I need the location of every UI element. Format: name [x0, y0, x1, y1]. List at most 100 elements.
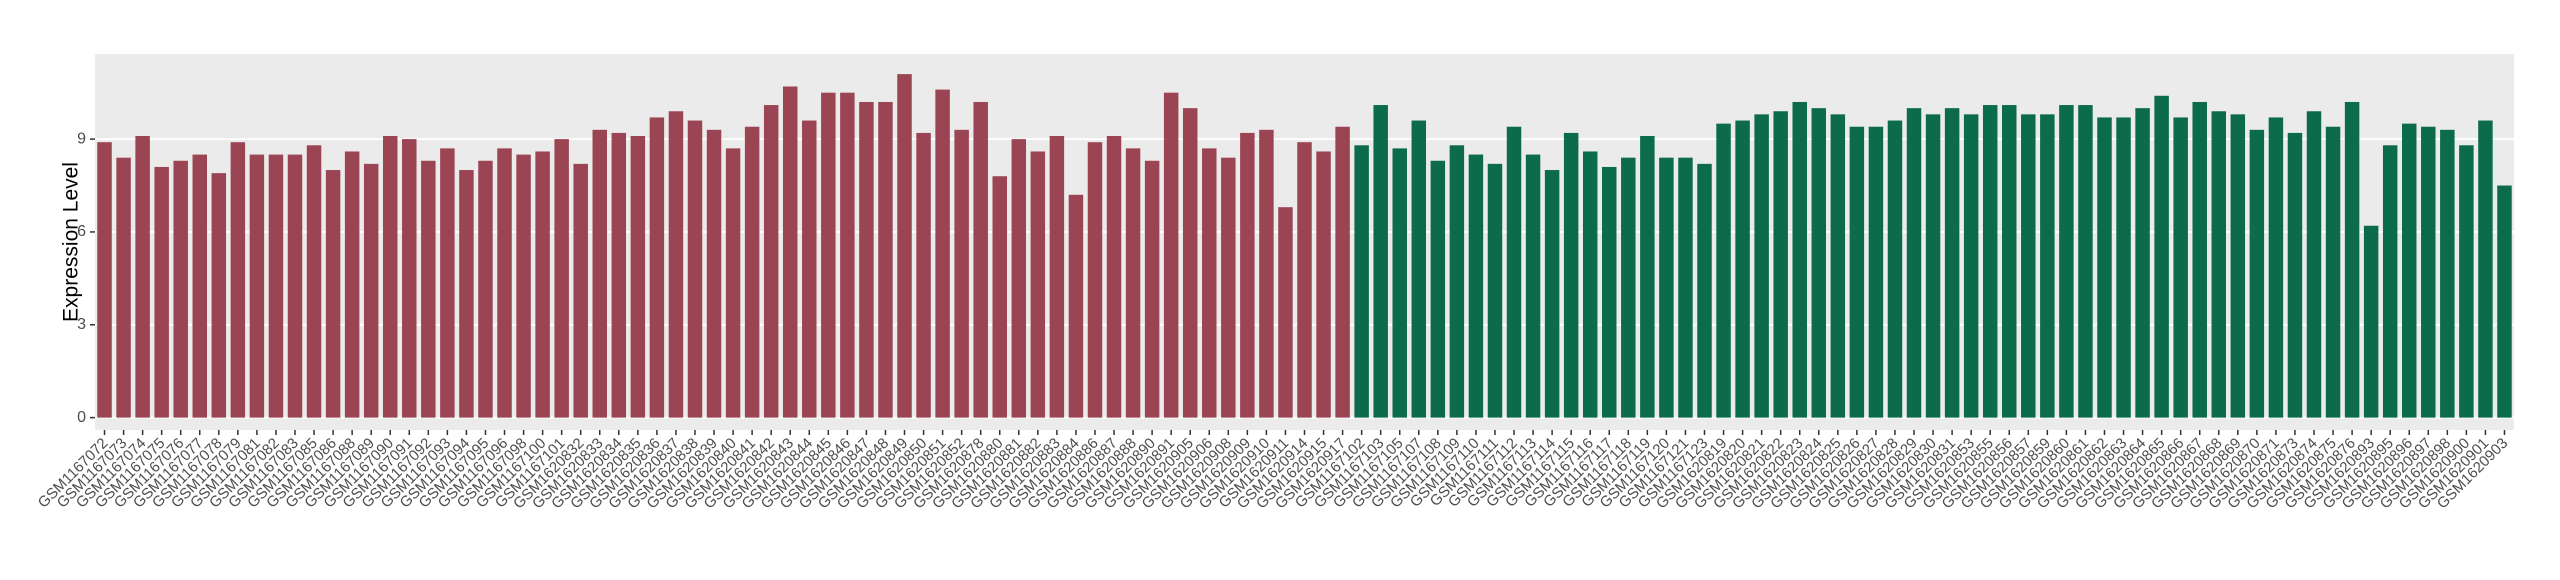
bar: [1792, 101, 1807, 418]
bar: [2021, 114, 2036, 418]
y-tick-label: 6: [77, 223, 86, 240]
bar: [1468, 154, 1484, 418]
bar: [649, 117, 665, 418]
bar: [1678, 157, 1693, 418]
bar: [1221, 157, 1236, 418]
bar: [192, 154, 207, 418]
bar: [1716, 123, 1731, 418]
bar: [821, 92, 836, 418]
bar: [630, 136, 646, 418]
bar: [306, 145, 322, 418]
bar: [478, 160, 493, 418]
bar: [382, 136, 398, 418]
bar: [268, 154, 284, 418]
bar: [173, 160, 188, 418]
bar: [687, 120, 703, 418]
bar: [1506, 126, 1522, 418]
bar: [2002, 105, 2017, 418]
bar: [706, 129, 722, 418]
y-axis-title: Expression Level: [60, 162, 83, 322]
bar: [554, 139, 569, 418]
bar: [973, 101, 988, 418]
bar: [611, 132, 627, 418]
bar: [1106, 136, 1122, 418]
bar: [2230, 114, 2246, 418]
bar: [211, 173, 227, 418]
bar: [1887, 120, 1903, 418]
bar: [935, 89, 950, 418]
bar: [535, 151, 550, 418]
bar: [1449, 145, 1465, 418]
bar: [1125, 148, 1141, 418]
bar: [363, 163, 379, 418]
bar: [992, 176, 1007, 418]
bar: [1068, 194, 1084, 418]
bar: [1659, 157, 1674, 418]
bar: [1335, 126, 1350, 418]
bar: [1868, 126, 1884, 418]
bar: [1163, 92, 1179, 418]
bar: [497, 148, 512, 418]
bar: [1754, 114, 1769, 418]
bar: [116, 157, 131, 418]
bar: [1640, 136, 1655, 418]
bar: [1144, 160, 1160, 418]
bar: [1316, 151, 1331, 418]
bar: [725, 148, 741, 418]
bar: [1240, 132, 1255, 418]
bar: [440, 148, 455, 418]
bar: [1830, 114, 1846, 418]
bar: [897, 74, 912, 418]
y-tick-label: 0: [77, 409, 86, 426]
bar: [2344, 101, 2360, 418]
bar: [2116, 117, 2131, 418]
bar: [2478, 120, 2493, 418]
bar: [1182, 108, 1198, 418]
bar: [249, 154, 265, 418]
bar: [1297, 142, 1312, 418]
bar: [2192, 101, 2207, 418]
bar: [2325, 126, 2341, 418]
bar: [1373, 105, 1388, 418]
bar: [1621, 157, 1636, 418]
bar: [2459, 145, 2474, 418]
bar: [1582, 151, 1598, 418]
bar: [1430, 160, 1446, 418]
bar: [2211, 111, 2227, 418]
bar: [97, 142, 112, 418]
bar: [2154, 95, 2169, 418]
bar: [1278, 207, 1293, 418]
bar: [2421, 126, 2436, 418]
bar: [2306, 111, 2322, 418]
bar: [1963, 114, 1979, 418]
bar: [2287, 132, 2303, 418]
bar: [878, 101, 893, 418]
y-tick-label: 9: [77, 130, 86, 147]
bar: [1602, 166, 1617, 418]
bar: [1525, 154, 1541, 418]
bar: [1697, 163, 1712, 418]
bar: [421, 160, 436, 418]
bar: [2097, 117, 2112, 418]
bar: [1354, 145, 1369, 418]
bar: [840, 92, 855, 418]
bar: [802, 120, 817, 418]
bar: [1487, 163, 1503, 418]
bar: [2363, 225, 2379, 418]
bar: [402, 139, 417, 418]
bar: [2173, 117, 2188, 418]
bar: [1944, 108, 1960, 418]
bar: [782, 86, 798, 418]
bar: [1906, 108, 1922, 418]
bar: [516, 154, 531, 418]
bar: [344, 151, 360, 418]
bar: [2402, 123, 2417, 418]
bar: [1411, 120, 1427, 418]
bar: [1849, 126, 1865, 418]
bar: [1925, 114, 1941, 418]
bar: [592, 129, 607, 418]
bar: [744, 126, 760, 418]
bar: [459, 170, 474, 418]
